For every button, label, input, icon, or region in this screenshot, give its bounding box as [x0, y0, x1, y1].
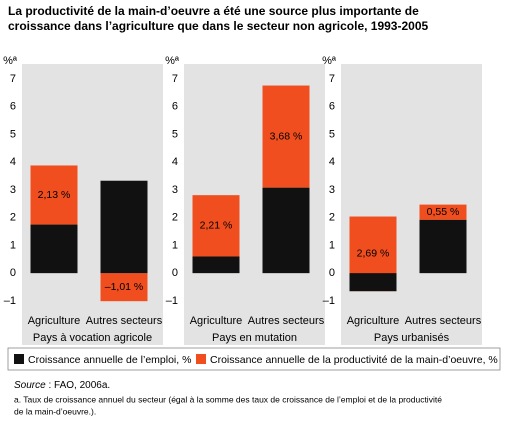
y-tick-label: 3	[172, 184, 178, 196]
y-tick-label: 3	[329, 184, 335, 196]
bar-segment	[419, 204, 467, 220]
bar-segment	[192, 195, 240, 257]
y-tick-label: 5	[10, 128, 16, 140]
legend-swatch	[196, 354, 206, 364]
source: Source : FAO, 2006a.	[14, 380, 110, 391]
y-tick-label: 7	[172, 73, 178, 85]
y-tick-label: 0	[172, 267, 178, 279]
bar-segment	[262, 85, 310, 188]
y-tick-label: 6	[10, 101, 16, 113]
source-label: Source	[14, 380, 46, 391]
x-tick-label: Autres secteurs	[86, 315, 163, 327]
y-tick-label: –1	[4, 295, 16, 307]
y-tick-label: –1	[166, 295, 178, 307]
value-label: 3,68 %	[270, 130, 303, 142]
legend-box	[7, 347, 501, 371]
y-tick-label: 2	[10, 212, 16, 224]
value-label: –1,01 %	[105, 281, 144, 293]
panel-title: Pays en mutation	[212, 332, 297, 344]
y-tick-label: 2	[172, 212, 178, 224]
y-tick-label: 5	[329, 128, 335, 140]
y-tick-label: 4	[10, 156, 16, 168]
y-tick-label: 4	[172, 156, 178, 168]
x-tick-label: Agriculture	[28, 315, 81, 327]
y-tick-label: 5	[172, 128, 178, 140]
y-tick-label: 0	[10, 267, 16, 279]
source-text: : FAO, 2006a.	[46, 380, 110, 391]
chart-title: croissance dans l’agriculture que dans l…	[8, 19, 429, 33]
bar-segment	[349, 273, 397, 292]
legend-swatch	[14, 354, 24, 364]
value-label: 2,69 %	[357, 248, 390, 260]
panel-title: Pays à vocation agricole	[33, 332, 152, 344]
y-axis-label: %ª	[3, 55, 18, 67]
x-tick-label: Autres secteurs	[248, 315, 325, 327]
bar-segment	[262, 187, 310, 274]
bar-segment	[30, 165, 78, 225]
x-tick-label: Agriculture	[347, 315, 400, 327]
bar-segment	[100, 180, 148, 274]
bar-segment	[30, 224, 78, 274]
x-tick-label: Agriculture	[190, 315, 243, 327]
panel-title: Pays urbanisés	[374, 332, 450, 344]
y-tick-label: 6	[329, 101, 335, 113]
y-axis-label: %ª	[165, 55, 180, 67]
bar-segment	[192, 256, 240, 274]
value-label: 2,21 %	[200, 220, 233, 232]
y-tick-label: 4	[329, 156, 335, 168]
y-axis-label: %ª	[322, 55, 337, 67]
y-tick-label: 1	[329, 239, 335, 251]
chart-title: La productivité de la main-d’oeuvre a ét…	[8, 4, 419, 18]
bar-segment	[419, 219, 467, 274]
footnote: de la main-d’oeuvre.).	[14, 406, 96, 416]
footnote: a. Taux de croissance annuel du secteur …	[14, 394, 442, 404]
y-tick-label: 6	[172, 101, 178, 113]
legend-label: Croissance annuelle de la productivité d…	[210, 354, 498, 366]
legend-label: Croissance annuelle de l’emploi, %	[28, 354, 191, 366]
x-tick-label: Autres secteurs	[405, 315, 482, 327]
panel-background	[341, 64, 482, 345]
y-tick-label: 7	[10, 73, 16, 85]
y-tick-label: 1	[10, 239, 16, 251]
bar-segment	[100, 273, 148, 302]
y-tick-label: –1	[323, 295, 335, 307]
y-tick-label: 2	[329, 212, 335, 224]
y-tick-label: 3	[10, 184, 16, 196]
y-tick-label: 7	[329, 73, 335, 85]
value-label: 0,55 %	[427, 206, 460, 218]
value-label: 2,13 %	[38, 189, 71, 201]
y-tick-label: 0	[329, 267, 335, 279]
y-tick-label: 1	[172, 239, 178, 251]
